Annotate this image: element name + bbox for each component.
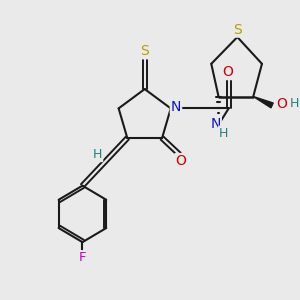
Text: O: O — [222, 65, 232, 79]
Polygon shape — [253, 97, 273, 108]
Text: N: N — [171, 100, 181, 114]
Text: H: H — [93, 148, 102, 161]
Text: F: F — [79, 251, 86, 264]
Text: H: H — [219, 127, 228, 140]
Text: S: S — [140, 44, 149, 58]
Text: H: H — [290, 98, 299, 110]
Text: O: O — [176, 154, 186, 168]
Text: N: N — [210, 117, 221, 131]
Text: S: S — [233, 22, 242, 37]
Text: O: O — [276, 97, 287, 111]
